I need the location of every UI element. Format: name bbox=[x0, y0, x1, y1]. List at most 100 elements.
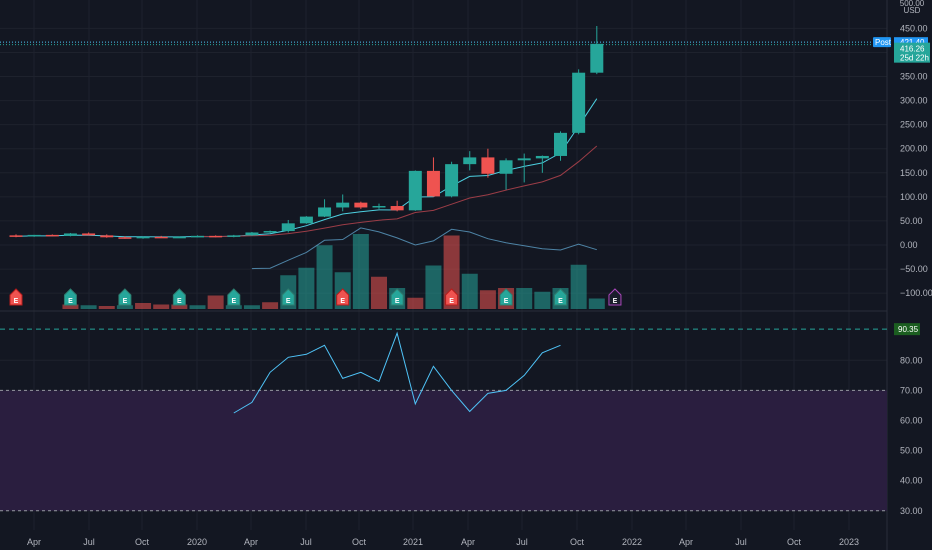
candle-body[interactable] bbox=[63, 233, 77, 236]
candle-body[interactable] bbox=[445, 164, 459, 197]
volume-bar bbox=[153, 304, 170, 309]
rsi-axis[interactable]: 80.00 70.00 60.00 50.00 40.00 30.00 90.35 bbox=[894, 323, 923, 516]
rsi-tick[interactable]: 80.00 bbox=[900, 355, 923, 365]
price-tick[interactable]: 450.00 bbox=[900, 23, 928, 33]
candle-body[interactable] bbox=[27, 234, 41, 237]
candle-body[interactable] bbox=[172, 236, 186, 239]
candle-body[interactable] bbox=[9, 235, 23, 237]
time-tick[interactable]: Oct bbox=[570, 537, 585, 547]
price-tick[interactable]: −100.00 bbox=[900, 288, 932, 298]
volume-bar bbox=[207, 295, 224, 309]
price-tick[interactable]: 300.00 bbox=[900, 96, 928, 106]
candle-body[interactable] bbox=[481, 157, 495, 174]
candle-body[interactable] bbox=[535, 155, 549, 159]
candle-body[interactable] bbox=[463, 157, 477, 165]
candle-body[interactable] bbox=[517, 158, 531, 161]
candle-body[interactable] bbox=[191, 235, 204, 238]
candle-body[interactable] bbox=[299, 216, 313, 224]
time-tick[interactable]: Jul bbox=[735, 537, 747, 547]
earnings-marker-icon[interactable] bbox=[554, 288, 567, 306]
candle-body[interactable] bbox=[245, 232, 259, 236]
earnings-marker-label: E bbox=[177, 298, 182, 305]
volume-bar bbox=[262, 302, 279, 309]
price-tick[interactable]: 350.00 bbox=[900, 72, 928, 82]
earnings-marker-icon[interactable] bbox=[499, 288, 513, 306]
candle-body[interactable] bbox=[281, 223, 295, 232]
time-tick[interactable]: Oct bbox=[352, 537, 367, 547]
candle-body[interactable] bbox=[45, 234, 59, 237]
candle-body[interactable] bbox=[408, 170, 422, 211]
price-tick[interactable]: −50.00 bbox=[900, 264, 928, 274]
candle-body[interactable] bbox=[82, 233, 96, 236]
time-tick[interactable]: Apr bbox=[27, 537, 41, 547]
price-tick[interactable]: 50.00 bbox=[900, 216, 923, 226]
time-tick[interactable]: Jul bbox=[83, 537, 95, 547]
volume-bar bbox=[171, 304, 188, 309]
time-tick[interactable]: Oct bbox=[135, 537, 150, 547]
volume-bar bbox=[371, 276, 387, 309]
candle-body[interactable] bbox=[572, 72, 586, 133]
candle-body[interactable] bbox=[318, 207, 332, 217]
candle-body[interactable] bbox=[426, 170, 440, 197]
candle-body[interactable] bbox=[499, 160, 513, 174]
earnings-marker-icon[interactable] bbox=[281, 288, 295, 306]
time-tick[interactable]: 2021 bbox=[403, 537, 423, 547]
rsi-tick[interactable]: 40.00 bbox=[900, 476, 923, 486]
ma-slow-line bbox=[197, 145, 598, 238]
volume-bar bbox=[298, 267, 315, 309]
rsi-tick[interactable]: 30.00 bbox=[900, 506, 923, 516]
volume-bars bbox=[62, 234, 605, 309]
rsi-current-badge bbox=[894, 323, 920, 336]
candles[interactable] bbox=[9, 26, 604, 239]
earnings-marker-icon[interactable] bbox=[118, 288, 132, 306]
last-price: 416.26 bbox=[900, 45, 925, 54]
time-tick[interactable]: 2020 bbox=[187, 537, 207, 547]
candle-body[interactable] bbox=[590, 43, 604, 73]
earnings-marker-label: E bbox=[340, 298, 345, 305]
time-tick[interactable]: Jul bbox=[300, 537, 312, 547]
candle-body[interactable] bbox=[554, 132, 567, 156]
candle-body[interactable] bbox=[118, 237, 132, 239]
candle-body[interactable] bbox=[336, 202, 350, 208]
rsi-tick[interactable]: 70.00 bbox=[900, 385, 923, 395]
time-tick[interactable]: Apr bbox=[244, 537, 258, 547]
candle-body[interactable] bbox=[354, 202, 368, 208]
candle-body[interactable] bbox=[263, 231, 277, 233]
time-tick[interactable]: 2022 bbox=[622, 537, 642, 547]
time-tick[interactable]: Apr bbox=[461, 537, 475, 547]
rsi-tick[interactable]: 50.00 bbox=[900, 446, 923, 456]
time-tick[interactable]: Jul bbox=[516, 537, 528, 547]
price-tick[interactable]: 250.00 bbox=[900, 120, 928, 130]
candle-body[interactable] bbox=[372, 206, 386, 208]
earnings-marker-icon[interactable] bbox=[336, 288, 350, 306]
price-tick[interactable]: 100.00 bbox=[900, 192, 928, 202]
earnings-marker-icon[interactable] bbox=[172, 288, 186, 306]
earnings-marker-icon[interactable] bbox=[227, 288, 241, 306]
time-axis[interactable]: Apr Jul Oct 2020 Apr Jul Oct 2021 Apr Jul Oct 2022 A… bbox=[27, 537, 859, 547]
candle-body[interactable] bbox=[136, 236, 150, 239]
volume-bar bbox=[461, 273, 478, 309]
candle-body[interactable] bbox=[209, 235, 223, 238]
earnings-marker-icon[interactable] bbox=[9, 288, 23, 306]
earnings-marker-icon[interactable] bbox=[390, 288, 404, 306]
time-tick[interactable]: Apr bbox=[679, 537, 693, 547]
earnings-marker-icon[interactable] bbox=[63, 288, 77, 306]
rsi-tick[interactable]: 60.00 bbox=[900, 416, 923, 426]
time-tick[interactable]: Oct bbox=[787, 537, 802, 547]
earnings-marker-icon[interactable] bbox=[608, 288, 622, 306]
rsi-indicator[interactable] bbox=[233, 331, 561, 414]
volume-bar bbox=[534, 291, 551, 309]
earnings-marker-icon[interactable] bbox=[445, 288, 459, 306]
price-tick[interactable]: 0.00 bbox=[900, 240, 918, 250]
volume-bar bbox=[425, 265, 442, 309]
candle-body[interactable] bbox=[100, 235, 114, 238]
time-tick[interactable]: 2023 bbox=[839, 537, 859, 547]
candle-body[interactable] bbox=[154, 236, 168, 239]
candle-body[interactable] bbox=[227, 235, 241, 237]
price-tick[interactable]: 150.00 bbox=[900, 168, 928, 178]
candle-body[interactable] bbox=[390, 206, 404, 211]
price-tick[interactable]: 200.00 bbox=[900, 144, 928, 154]
